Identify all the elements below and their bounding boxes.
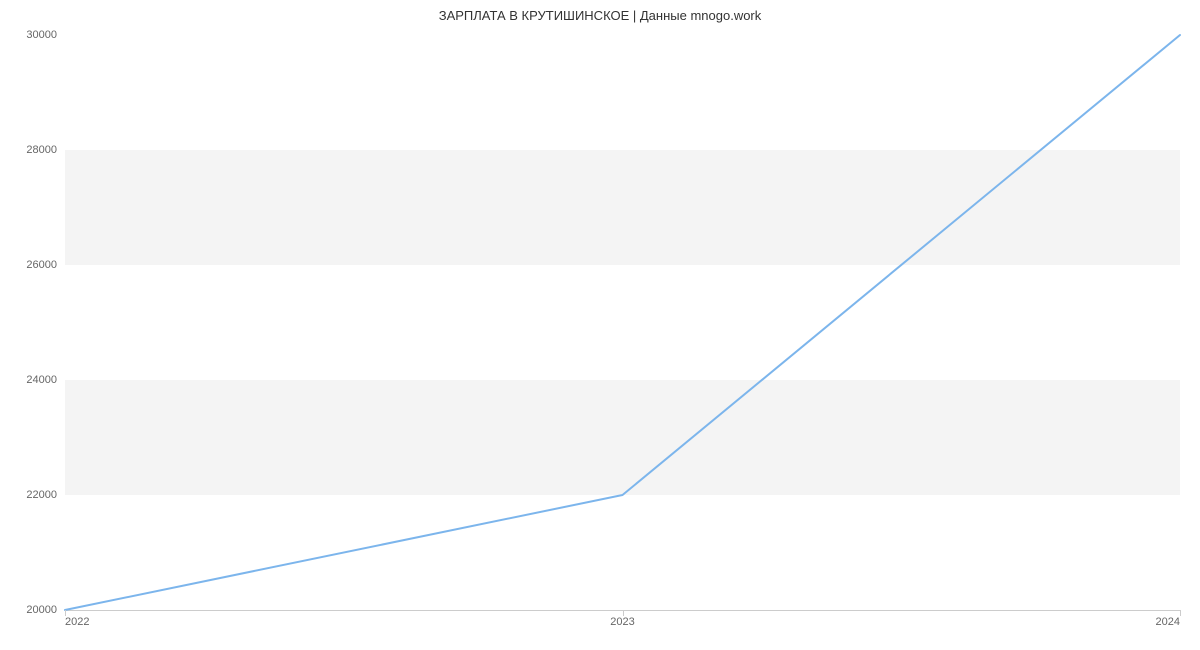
line-layer	[65, 35, 1180, 610]
x-tick-label: 2024	[1156, 616, 1180, 628]
plot-area	[65, 35, 1180, 611]
y-tick-label: 26000	[7, 259, 57, 271]
y-tick-label: 22000	[7, 489, 57, 501]
y-tick-label: 24000	[7, 374, 57, 386]
y-tick-label: 30000	[7, 29, 57, 41]
chart-container: ЗАРПЛАТА В КРУТИШИНСКОЕ | Данные mnogo.w…	[0, 0, 1200, 650]
x-tick-label: 2023	[610, 616, 634, 628]
series-line	[65, 35, 1180, 610]
y-tick-label: 20000	[7, 604, 57, 616]
x-tick-mark	[1180, 610, 1181, 616]
x-tick-label: 2022	[65, 616, 89, 628]
y-tick-label: 28000	[7, 144, 57, 156]
chart-title: ЗАРПЛАТА В КРУТИШИНСКОЕ | Данные mnogo.w…	[0, 8, 1200, 23]
